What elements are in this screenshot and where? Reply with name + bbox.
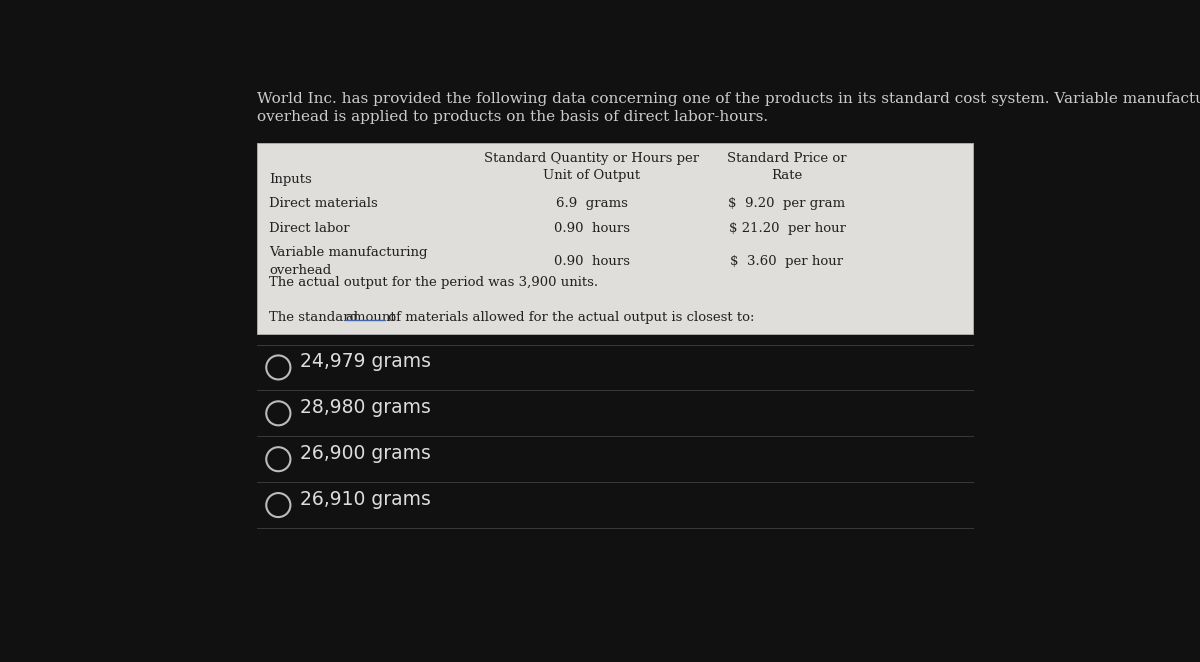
Text: Variable manufacturing: Variable manufacturing <box>269 246 427 259</box>
Text: Standard Quantity or Hours per: Standard Quantity or Hours per <box>484 152 700 166</box>
Text: Direct labor: Direct labor <box>269 222 349 234</box>
Text: Inputs: Inputs <box>269 173 312 186</box>
Text: of materials allowed for the actual output is closest to:: of materials allowed for the actual outp… <box>384 311 755 324</box>
Text: The actual output for the period was 3,900 units.: The actual output for the period was 3,9… <box>269 275 598 289</box>
Text: $ 21.20  per hour: $ 21.20 per hour <box>728 222 846 234</box>
Text: Standard Price or: Standard Price or <box>727 152 847 166</box>
Text: 28,980 grams: 28,980 grams <box>300 398 431 417</box>
Text: Rate: Rate <box>772 169 803 181</box>
Text: 24,979 grams: 24,979 grams <box>300 352 431 371</box>
Text: overhead is applied to products on the basis of direct labor-hours.: overhead is applied to products on the b… <box>257 110 768 124</box>
Text: 0.90  hours: 0.90 hours <box>553 255 630 268</box>
Text: 26,900 grams: 26,900 grams <box>300 444 431 463</box>
Text: Direct materials: Direct materials <box>269 197 378 211</box>
FancyBboxPatch shape <box>257 143 973 334</box>
Text: $  9.20  per gram: $ 9.20 per gram <box>728 197 846 211</box>
Text: amount: amount <box>346 311 396 324</box>
Text: World Inc. has provided the following data concerning one of the products in its: World Inc. has provided the following da… <box>257 92 1200 106</box>
Text: Unit of Output: Unit of Output <box>544 169 641 181</box>
Text: The standard: The standard <box>269 311 362 324</box>
Text: overhead: overhead <box>269 264 331 277</box>
Text: 26,910 grams: 26,910 grams <box>300 490 431 508</box>
Text: 0.90  hours: 0.90 hours <box>553 222 630 234</box>
Text: $  3.60  per hour: $ 3.60 per hour <box>731 255 844 268</box>
Text: 6.9  grams: 6.9 grams <box>556 197 628 211</box>
